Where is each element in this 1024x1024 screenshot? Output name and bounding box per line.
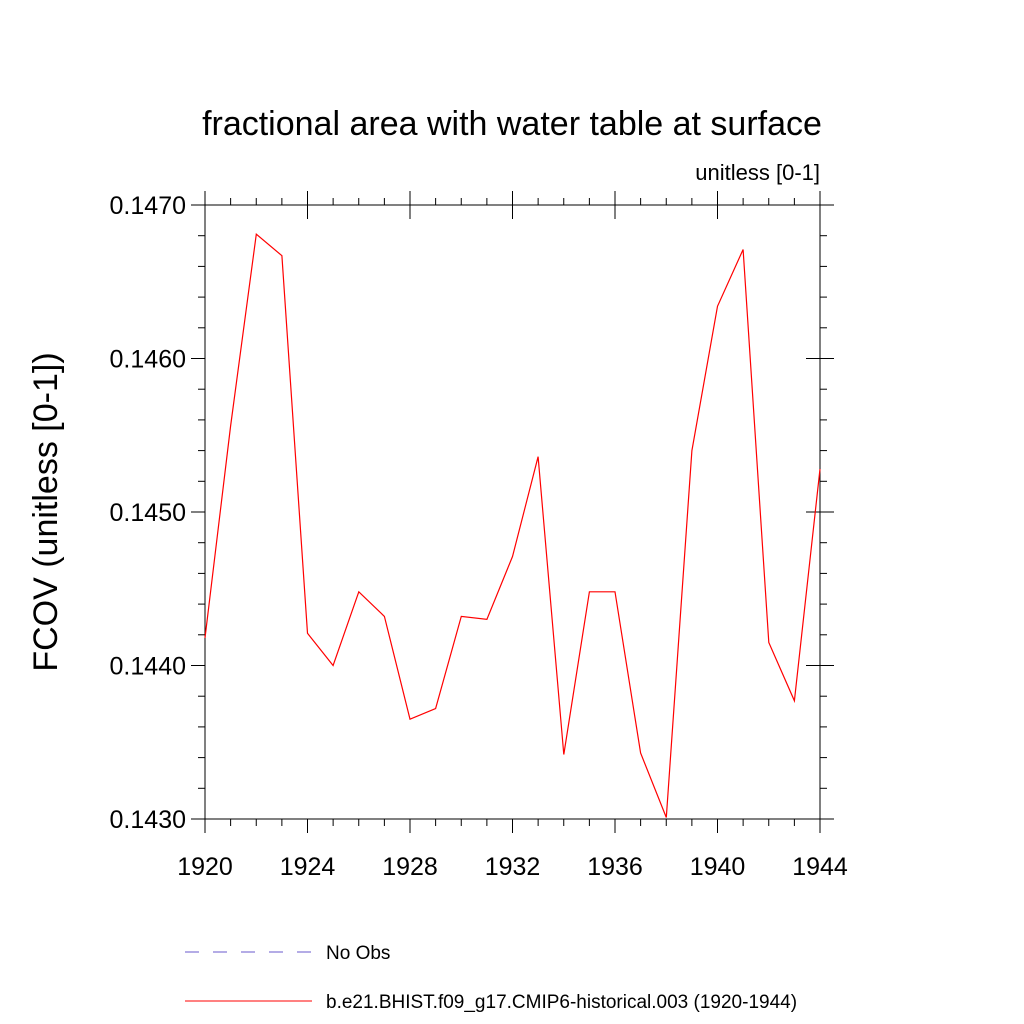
x-tick-label: 1928 [382, 853, 438, 881]
legend: No Obs b.e21.BHIST.f09_g17.CMIP6-historic… [185, 943, 797, 1013]
x-tick-label: 1940 [690, 853, 746, 881]
x-axis-tick-labels: 1920 1924 1928 1932 1936 1940 1944 [177, 853, 848, 881]
axis-ticks [191, 191, 834, 833]
y-tick-label: 0.1430 [110, 806, 186, 834]
x-tick-label: 1932 [485, 853, 541, 881]
plot-frame [204, 204, 821, 820]
y-tick-label: 0.1440 [110, 653, 186, 681]
x-tick-label: 1936 [587, 853, 643, 881]
x-tick-label: 1944 [792, 853, 848, 881]
legend-label: No Obs [326, 943, 390, 964]
y-axis-tick-labels: 0.1430 0.1440 0.1450 0.1460 0.1470 [110, 192, 186, 834]
legend-label: b.e21.BHIST.f09_g17.CMIP6-historical.003… [326, 992, 797, 1013]
series-group [204, 233, 821, 818]
y-tick-label: 0.1470 [110, 192, 186, 220]
x-tick-label: 1924 [280, 853, 336, 881]
y-tick-label: 0.1450 [110, 499, 186, 527]
chart-title: fractional area with water table at surf… [202, 105, 822, 143]
y-tick-label: 0.1460 [110, 346, 186, 374]
x-tick-label: 1920 [177, 853, 233, 881]
series-line [204, 233, 821, 818]
y-axis-label: FCOV (unitless [0-1]) [27, 352, 65, 671]
chart-subtitle: unitless [0-1] [695, 160, 820, 185]
